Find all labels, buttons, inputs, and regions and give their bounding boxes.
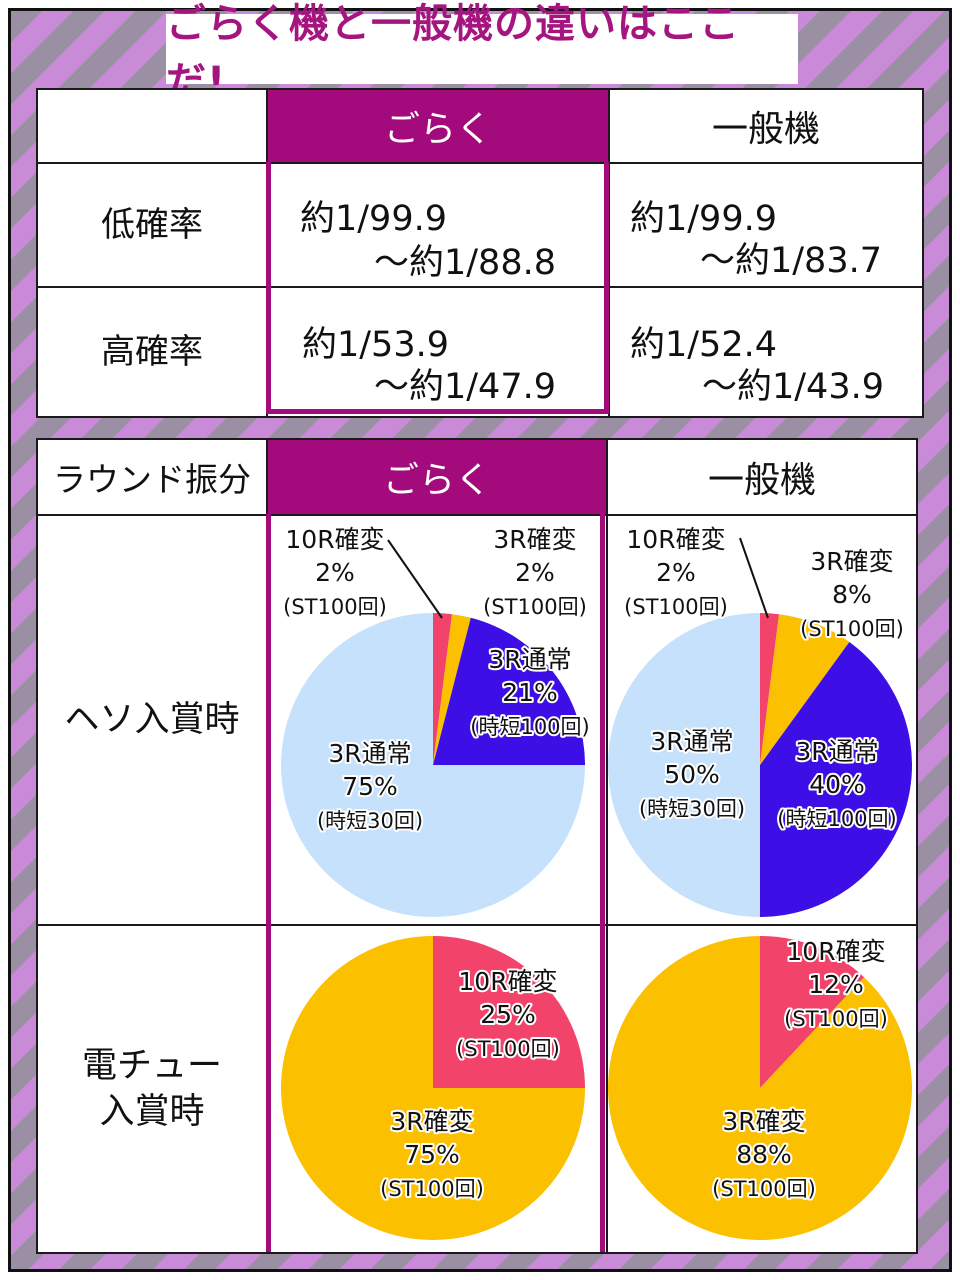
high-general-line2: 〜約1/43.9 <box>702 367 884 407</box>
low-goraku-line1: 約1/99.9 <box>300 199 447 239</box>
low-goraku-line2: 〜約1/88.8 <box>374 243 556 283</box>
header-goraku: ごらく <box>266 90 610 162</box>
row-label-heso: ヘソ入賞時 <box>64 700 240 740</box>
header-general-2: 一般機 <box>707 460 816 501</box>
header-general: 一般機 <box>711 109 820 150</box>
row-label-denchu-line2: 入賞時 <box>99 1092 205 1132</box>
low-general-line2: 〜約1/83.7 <box>700 241 882 281</box>
header-round-distribution: ラウンド振分 <box>53 460 251 499</box>
high-goraku-line2: 〜約1/47.9 <box>374 367 556 407</box>
probability-table: ごらく 一般機 低確率 高確率 約1/99.9 〜約1/88.8 約1/99.9… <box>36 88 924 418</box>
row-label-denchu: 電チュー 入賞時 <box>38 926 266 1252</box>
high-general-line1: 約1/52.4 <box>630 325 777 365</box>
row-label-high: 高確率 <box>101 332 203 372</box>
row-label-denchu-line1: 電チュー <box>81 1046 222 1086</box>
round-distribution-table: ラウンド振分 ごらく 一般機 ヘソ入賞時 電チュー 入賞時 <box>36 438 918 1254</box>
high-goraku-line1: 約1/53.9 <box>302 325 449 365</box>
row-label-low: 低確率 <box>101 205 203 245</box>
header-goraku-2: ごらく <box>266 440 608 514</box>
low-general-line1: 約1/99.9 <box>630 199 777 239</box>
title-banner: ごらく機と一般機の違いはここだ! <box>166 1 798 105</box>
